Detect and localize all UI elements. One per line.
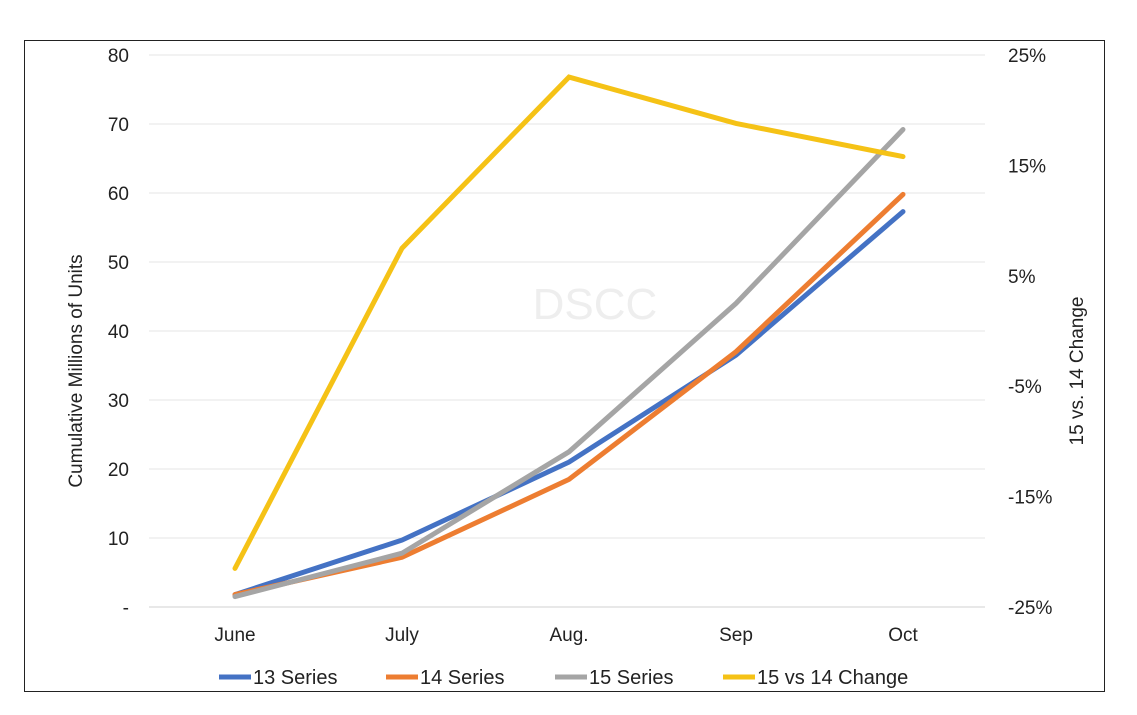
x-tick-label: June xyxy=(214,625,255,646)
left-tick-label: 10 xyxy=(108,529,129,550)
right-axis-title: 15 vs. 14 Change xyxy=(1067,297,1088,446)
series-line-15-vs-14-change xyxy=(232,74,906,571)
legend: 13 Series 14 Series 15 Series 15 vs 14 Chan… xyxy=(219,667,908,689)
watermark: DSCC xyxy=(533,280,658,329)
right-tick-label: 15% xyxy=(1008,156,1046,177)
legend-label: 15 Series xyxy=(589,667,674,689)
legend-label: 13 Series xyxy=(253,667,338,689)
line-chart: DSCC - 10 20 30 40 50 60 70 80 -25% -15% -5% 5% 15% 2… xyxy=(66,46,1088,689)
x-tick-label: Oct xyxy=(888,625,918,646)
x-tick-label: Sep xyxy=(719,625,753,646)
left-tick-label: 50 xyxy=(108,253,129,274)
right-axis-ticks: -25% -15% -5% 5% 15% 25% xyxy=(1008,46,1052,619)
left-tick-label: 40 xyxy=(108,322,129,343)
right-tick-label: -15% xyxy=(1008,488,1052,509)
legend-label: 14 Series xyxy=(420,667,505,689)
legend-label: 15 vs 14 Change xyxy=(757,667,908,689)
left-tick-label: 70 xyxy=(108,115,129,136)
series-line-14-series xyxy=(232,191,906,598)
x-tick-label: Aug. xyxy=(549,625,588,646)
left-axis-ticks: - 10 20 30 40 50 60 70 80 xyxy=(108,46,129,619)
left-tick-label: 60 xyxy=(108,184,129,205)
right-tick-label: -5% xyxy=(1008,377,1042,398)
left-tick-label: 30 xyxy=(108,391,129,412)
right-tick-label: 5% xyxy=(1008,267,1036,288)
left-tick-label: 20 xyxy=(108,460,129,481)
right-tick-label: 25% xyxy=(1008,46,1046,67)
left-axis-title: Cumulative Millions of Units xyxy=(66,254,87,487)
right-tick-label: -25% xyxy=(1008,598,1052,619)
left-tick-label: - xyxy=(123,598,129,619)
series-lines xyxy=(232,74,906,600)
gridlines xyxy=(149,54,985,608)
x-tick-label: July xyxy=(385,625,419,646)
series-line-13-series xyxy=(232,209,906,598)
x-axis-ticks: June July Aug. Sep Oct xyxy=(214,625,918,646)
left-tick-label: 80 xyxy=(108,46,129,67)
chart-frame: DSCC - 10 20 30 40 50 60 70 80 -25% -15% -5% 5% 15% 2… xyxy=(24,40,1105,692)
series-line-15-series xyxy=(232,127,906,600)
